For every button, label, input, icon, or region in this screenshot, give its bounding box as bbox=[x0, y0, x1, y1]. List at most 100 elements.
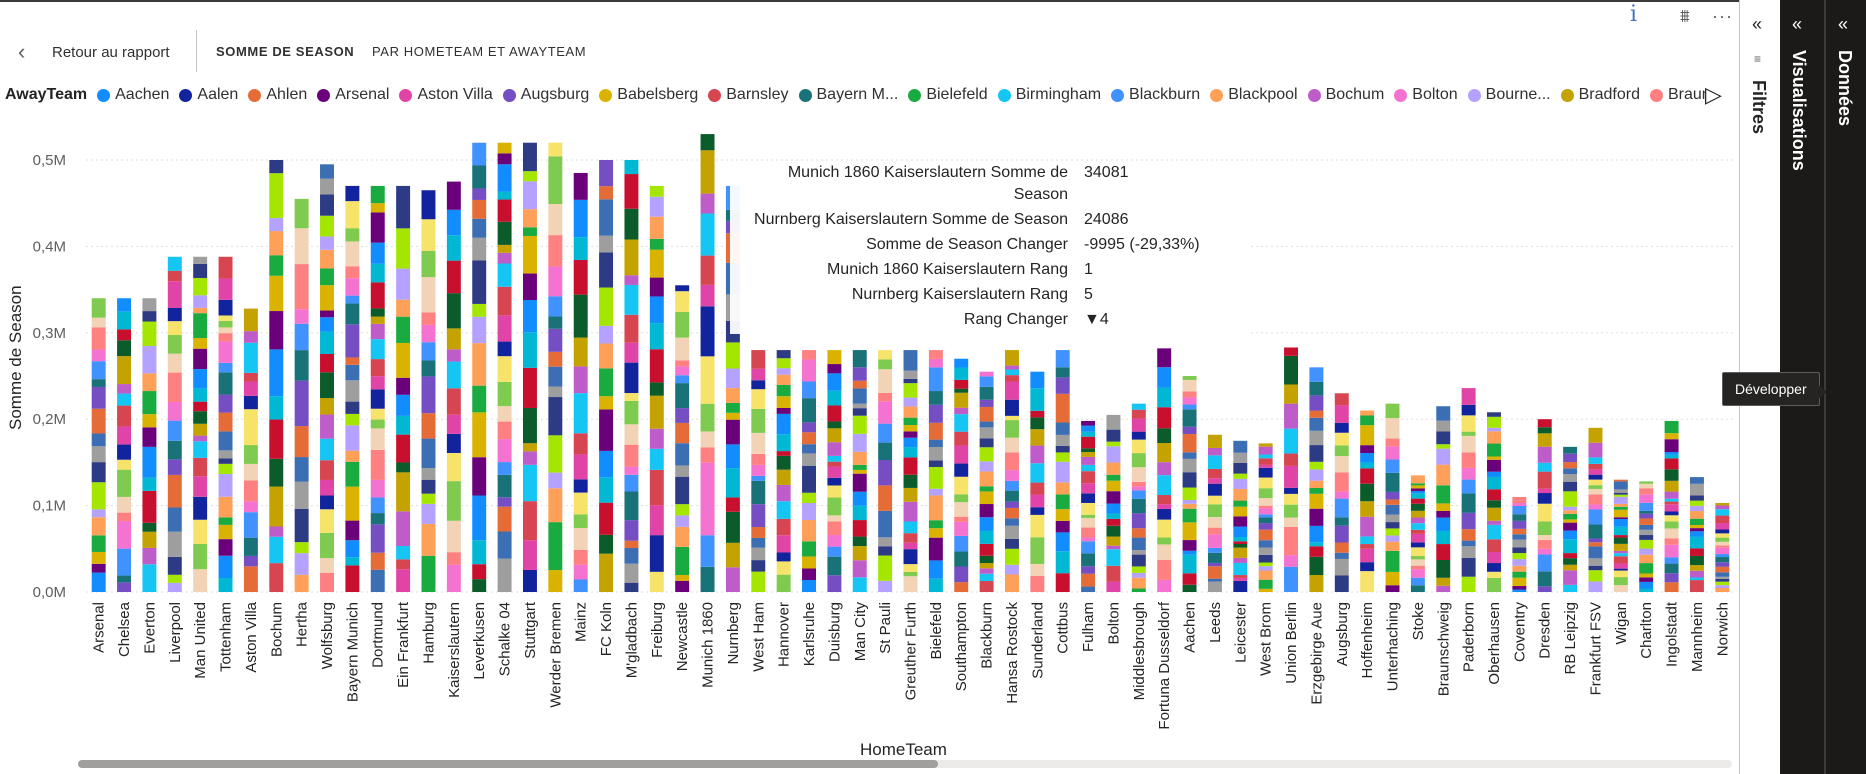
legend-item[interactable]: Bielefeld bbox=[908, 86, 988, 104]
legend-item-label: Bielefeld bbox=[926, 86, 988, 103]
bar-segment bbox=[1157, 504, 1172, 509]
bar-segment bbox=[1715, 509, 1730, 516]
bar-segment bbox=[675, 375, 690, 384]
x-tick-label: Norwich bbox=[1714, 602, 1731, 656]
legend-dot-icon bbox=[1649, 88, 1663, 102]
bar-segment bbox=[675, 443, 690, 466]
bar-segment bbox=[700, 284, 715, 307]
bar-segment bbox=[345, 266, 360, 279]
bar-segment bbox=[396, 342, 411, 378]
bar-segment bbox=[1207, 468, 1222, 479]
bar-segment bbox=[1182, 503, 1197, 509]
legend-next-arrow-icon[interactable]: ▷ bbox=[1705, 82, 1722, 107]
legend-item[interactable]: Blackpool bbox=[1210, 86, 1298, 104]
legend-item[interactable]: Aston Villa bbox=[399, 86, 493, 104]
bar-segment bbox=[1284, 504, 1299, 518]
legend-item[interactable]: Birmingham bbox=[997, 86, 1101, 104]
bar-segment bbox=[675, 337, 690, 361]
bar-segment bbox=[1131, 490, 1146, 499]
legend-item[interactable]: Aachen bbox=[97, 86, 169, 104]
bar-segment bbox=[548, 386, 563, 398]
bar-segment bbox=[852, 380, 867, 389]
bar-segment bbox=[903, 370, 918, 379]
tab-par-hometeam-et-awayteam[interactable]: PAR HOMETEAM ET AWAYTEAM bbox=[372, 44, 587, 59]
bar-segment bbox=[1664, 521, 1679, 529]
bar-segment bbox=[345, 295, 360, 304]
more-options-icon[interactable]: ··· bbox=[1712, 6, 1733, 26]
bar-segment bbox=[91, 462, 106, 483]
bar-segment bbox=[142, 321, 157, 347]
collapse-filters-icon[interactable]: « bbox=[1752, 14, 1763, 34]
bar-segment bbox=[1157, 579, 1172, 592]
bar-segment bbox=[320, 372, 334, 399]
bar-segment bbox=[827, 575, 842, 592]
bar-segment bbox=[1664, 501, 1679, 505]
legend-item[interactable]: Bochum bbox=[1307, 86, 1384, 104]
bar-segment bbox=[1233, 547, 1248, 558]
legend-dot-icon bbox=[1307, 88, 1321, 102]
legend-item[interactable]: Bourne... bbox=[1467, 86, 1551, 104]
legend-item[interactable]: Arsenal bbox=[317, 86, 389, 104]
bar-segment bbox=[1588, 524, 1603, 539]
legend-item[interactable]: Bradford bbox=[1560, 86, 1640, 104]
bar-segment bbox=[1639, 563, 1654, 574]
bar-segment bbox=[852, 403, 867, 409]
bar-segment bbox=[1639, 481, 1654, 484]
bar-segment bbox=[294, 350, 309, 381]
bar-segment bbox=[218, 372, 233, 395]
bar-segment bbox=[370, 359, 385, 377]
bar-segment bbox=[573, 393, 588, 434]
bar-segment bbox=[548, 204, 563, 236]
collapse-data-icon[interactable]: « bbox=[1838, 14, 1849, 34]
legend-item[interactable]: Braunsc... bbox=[1649, 86, 1705, 104]
horizontal-scrollbar-thumb[interactable] bbox=[78, 760, 938, 768]
bar-segment bbox=[1055, 434, 1070, 446]
data-pane-label[interactable]: Données bbox=[1835, 50, 1855, 127]
bar-segment bbox=[1715, 588, 1730, 592]
bar-segment bbox=[1588, 457, 1603, 464]
legend-item[interactable]: Barnsley bbox=[708, 86, 789, 104]
legend-item[interactable]: Ahlen bbox=[248, 86, 307, 104]
legend-item[interactable]: Blackburn bbox=[1111, 86, 1200, 104]
legend-item[interactable]: Babelsberg bbox=[599, 86, 698, 104]
bar-segment bbox=[1664, 433, 1679, 440]
bar-segment bbox=[928, 358, 943, 368]
bar-segment bbox=[675, 285, 690, 292]
legend-item[interactable]: Aalen bbox=[179, 86, 238, 104]
bar-segment bbox=[1284, 355, 1299, 385]
filter-icon[interactable]: ⩩ bbox=[1680, 6, 1690, 26]
bar-segment bbox=[497, 199, 512, 222]
bar-segment bbox=[852, 415, 867, 434]
bar-segment bbox=[903, 571, 918, 577]
visualizations-pane-label[interactable]: Visualisations bbox=[1789, 50, 1809, 171]
bar-segment bbox=[548, 266, 563, 297]
bar-segment bbox=[91, 408, 106, 434]
bar-segment bbox=[1385, 418, 1400, 439]
bar-segment bbox=[878, 359, 893, 370]
legend-dot-icon bbox=[708, 88, 722, 102]
bar-segment bbox=[1715, 557, 1730, 563]
stacked-bar bbox=[776, 350, 791, 592]
data-pane[interactable]: « Données bbox=[1826, 0, 1866, 774]
back-to-report-button[interactable]: ‹ Retour au rapport bbox=[18, 40, 170, 64]
bar-segment bbox=[1131, 588, 1146, 592]
info-icon[interactable]: i bbox=[1630, 2, 1638, 27]
bar-segment bbox=[954, 521, 969, 536]
legend-item-label: Babelsberg bbox=[617, 86, 699, 103]
bar-segment bbox=[218, 299, 233, 316]
filters-pane-label[interactable]: Filtres bbox=[1749, 80, 1769, 135]
legend-item[interactable]: Bolton bbox=[1394, 86, 1458, 104]
tab-somme-de-season[interactable]: SOMME DE SEASON bbox=[216, 44, 355, 59]
legend-item[interactable]: Augsburg bbox=[502, 86, 589, 104]
bar-segment bbox=[1639, 554, 1654, 564]
bar-segment bbox=[1005, 518, 1019, 526]
bar-segment bbox=[1613, 556, 1628, 564]
bar-segment bbox=[294, 380, 309, 427]
collapse-visualizations-icon[interactable]: « bbox=[1792, 14, 1803, 34]
legend-item[interactable]: Bayern M... bbox=[798, 86, 898, 104]
bar-segment bbox=[522, 569, 537, 592]
bar-segment bbox=[852, 408, 867, 416]
bar-segment bbox=[370, 569, 385, 592]
bar-segment bbox=[1284, 555, 1299, 567]
top-border bbox=[0, 0, 1740, 2]
